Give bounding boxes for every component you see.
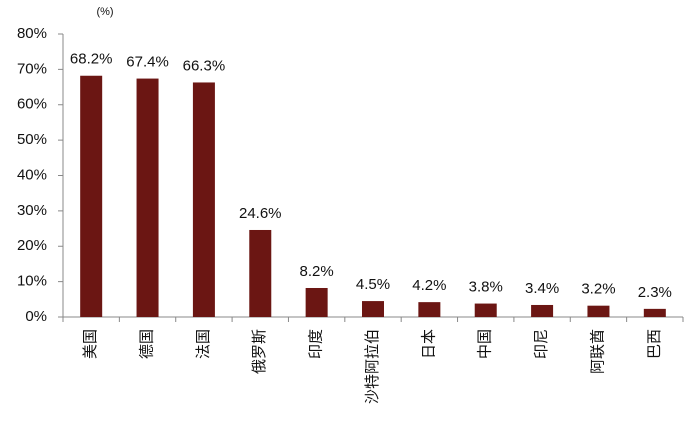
y-axis-label: (%) xyxy=(96,6,113,18)
value-label: 24.6% xyxy=(239,205,282,222)
value-label: 3.4% xyxy=(525,280,559,297)
bar xyxy=(474,303,497,317)
value-label: 3.8% xyxy=(469,279,503,296)
bar xyxy=(249,229,272,317)
y-tick-label: 10% xyxy=(17,273,47,290)
value-label: 66.3% xyxy=(183,57,226,74)
bar xyxy=(136,78,159,317)
value-label: 2.3% xyxy=(638,284,672,301)
bar xyxy=(418,302,441,317)
x-tick-label: 印度 xyxy=(308,329,325,359)
x-tick-label: 美国 xyxy=(82,329,99,359)
value-label: 3.2% xyxy=(581,281,615,298)
x-tick-label: 俄罗斯 xyxy=(251,329,268,374)
y-tick-label: 40% xyxy=(17,166,47,183)
x-tick-label: 中国 xyxy=(477,329,494,359)
bar xyxy=(192,82,215,318)
bar xyxy=(362,301,384,317)
bar xyxy=(587,305,610,317)
value-label: 4.2% xyxy=(412,277,446,294)
y-tick-label: 70% xyxy=(17,60,47,77)
x-tick-label: 巴西 xyxy=(646,329,663,359)
y-tick-label: 30% xyxy=(17,202,47,219)
bar xyxy=(531,304,554,317)
x-tick-label: 沙特阿拉伯 xyxy=(364,329,381,404)
bar xyxy=(643,308,666,317)
y-tick-label: 80% xyxy=(17,25,47,42)
y-tick-label: 20% xyxy=(17,237,47,254)
value-label: 8.2% xyxy=(300,263,334,280)
x-tick-label: 法国 xyxy=(195,329,212,359)
x-tick-label: 日本 xyxy=(420,329,437,359)
bar xyxy=(80,75,103,318)
y-tick-label: 50% xyxy=(17,131,47,148)
y-tick-label: 60% xyxy=(17,96,47,113)
x-tick-label: 阿联酋 xyxy=(588,329,606,374)
value-label: 68.2% xyxy=(70,51,113,68)
x-tick-label: 印尼 xyxy=(533,329,550,359)
value-label: 67.4% xyxy=(126,54,169,71)
x-tick-label: 德国 xyxy=(138,329,156,359)
y-tick-label: 0% xyxy=(25,308,47,325)
value-label: 4.5% xyxy=(356,276,390,293)
bar xyxy=(305,287,328,317)
